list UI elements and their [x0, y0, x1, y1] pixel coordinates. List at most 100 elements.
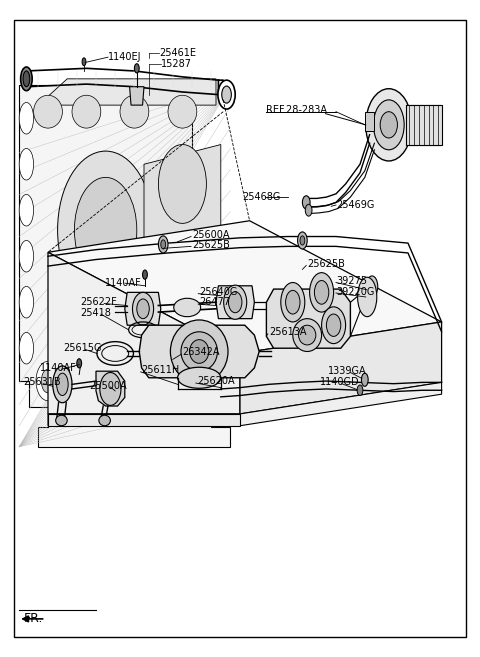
Text: 25613A: 25613A [269, 327, 306, 337]
Polygon shape [96, 371, 125, 406]
Text: REF.28-283A: REF.28-283A [266, 104, 327, 115]
Ellipse shape [222, 86, 231, 103]
Ellipse shape [77, 359, 82, 368]
Ellipse shape [314, 281, 329, 304]
Polygon shape [240, 322, 442, 414]
Ellipse shape [286, 290, 300, 314]
Polygon shape [144, 145, 221, 263]
Ellipse shape [58, 151, 154, 309]
Polygon shape [130, 87, 144, 105]
Text: 25625B: 25625B [192, 240, 230, 250]
Ellipse shape [158, 236, 168, 253]
Ellipse shape [137, 299, 149, 319]
Ellipse shape [168, 95, 197, 128]
Text: 25631B: 25631B [23, 377, 60, 388]
Polygon shape [139, 325, 259, 378]
Ellipse shape [34, 95, 62, 128]
Ellipse shape [41, 369, 55, 393]
Ellipse shape [190, 340, 209, 363]
Ellipse shape [99, 415, 110, 426]
Ellipse shape [100, 373, 121, 405]
Text: 25418: 25418 [81, 307, 111, 318]
Text: FR.: FR. [24, 612, 43, 625]
Bar [406, 105, 442, 145]
Ellipse shape [56, 330, 69, 353]
Ellipse shape [50, 322, 74, 361]
Ellipse shape [218, 80, 235, 109]
Ellipse shape [174, 298, 201, 317]
Ellipse shape [56, 284, 69, 307]
Text: 25500A: 25500A [89, 380, 126, 391]
Ellipse shape [305, 204, 312, 216]
Ellipse shape [366, 89, 412, 161]
Ellipse shape [120, 95, 149, 128]
Text: 1140GD: 1140GD [320, 377, 360, 388]
Ellipse shape [228, 292, 242, 313]
Ellipse shape [181, 332, 217, 371]
Bar [365, 112, 374, 131]
Text: 25468G: 25468G [242, 192, 281, 202]
Polygon shape [48, 221, 442, 353]
Ellipse shape [21, 67, 32, 91]
Text: 25622F: 25622F [81, 297, 118, 307]
Ellipse shape [19, 102, 34, 134]
Text: 39220G: 39220G [336, 286, 374, 297]
Polygon shape [48, 382, 442, 426]
Text: 25615G: 25615G [63, 343, 102, 353]
Text: 26342A: 26342A [182, 347, 220, 357]
Text: 25461E: 25461E [159, 47, 196, 58]
Ellipse shape [72, 95, 101, 128]
Text: 25469G: 25469G [336, 200, 374, 210]
Ellipse shape [19, 194, 34, 226]
Ellipse shape [132, 292, 154, 325]
Ellipse shape [134, 64, 139, 73]
Ellipse shape [293, 319, 322, 351]
Text: 1339GA: 1339GA [328, 366, 367, 376]
Polygon shape [48, 252, 240, 414]
Ellipse shape [322, 307, 346, 344]
Ellipse shape [366, 276, 378, 297]
Ellipse shape [19, 240, 34, 272]
Ellipse shape [57, 373, 68, 396]
Ellipse shape [224, 285, 247, 319]
Text: 39275: 39275 [336, 276, 367, 286]
Ellipse shape [373, 100, 404, 150]
Ellipse shape [361, 373, 368, 386]
Ellipse shape [19, 332, 34, 364]
Text: 15287: 15287 [161, 59, 192, 70]
Text: 25611H: 25611H [142, 365, 180, 375]
Ellipse shape [53, 366, 72, 403]
Ellipse shape [161, 240, 166, 249]
Ellipse shape [357, 385, 363, 396]
Ellipse shape [36, 361, 60, 401]
Ellipse shape [380, 112, 397, 138]
Text: 25600A: 25600A [192, 229, 229, 240]
Ellipse shape [74, 177, 137, 283]
Polygon shape [216, 286, 254, 319]
Ellipse shape [50, 276, 74, 315]
Ellipse shape [361, 279, 373, 300]
Ellipse shape [298, 232, 307, 249]
Ellipse shape [19, 148, 34, 180]
Ellipse shape [23, 71, 30, 87]
Text: 25625B: 25625B [307, 259, 345, 269]
Text: 26477: 26477 [199, 297, 230, 307]
Ellipse shape [302, 196, 310, 209]
Polygon shape [266, 289, 350, 348]
Polygon shape [125, 292, 161, 325]
Polygon shape [48, 414, 240, 426]
Ellipse shape [358, 277, 377, 317]
Ellipse shape [300, 236, 305, 245]
Ellipse shape [178, 367, 221, 388]
Ellipse shape [56, 415, 67, 426]
Ellipse shape [281, 283, 305, 322]
Ellipse shape [170, 320, 228, 383]
Text: 1140EJ: 1140EJ [108, 52, 142, 62]
Ellipse shape [158, 145, 206, 223]
Ellipse shape [326, 314, 341, 336]
Polygon shape [38, 79, 216, 105]
Text: 25620A: 25620A [197, 376, 234, 386]
Ellipse shape [310, 273, 334, 312]
Ellipse shape [19, 286, 34, 318]
Text: 25640G: 25640G [199, 286, 238, 297]
